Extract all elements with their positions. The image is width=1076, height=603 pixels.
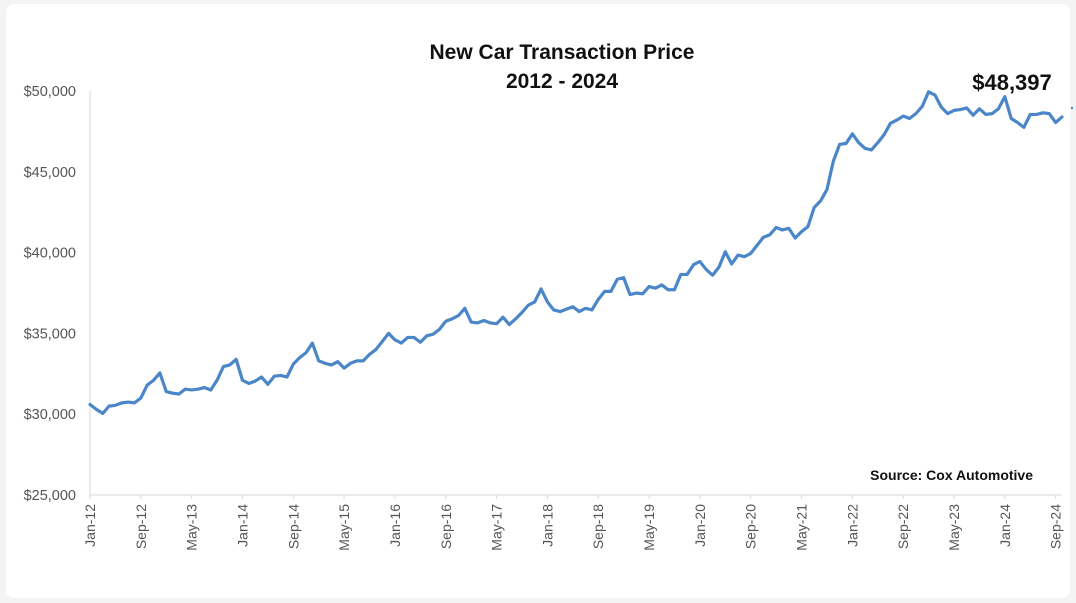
y-tick-label: $50,000 (24, 84, 76, 100)
x-tick-label: Sep-24 (1048, 504, 1064, 549)
series-line (88, 90, 1064, 415)
x-tick-label: Sep-20 (743, 504, 759, 549)
x-tick-label: Jan-16 (387, 504, 403, 547)
x-tick-label: Sep-14 (285, 504, 301, 549)
x-tick-label: Jan-20 (692, 504, 708, 547)
chart-title-line-1: New Car Transaction Price (430, 41, 695, 64)
end-point-marker (1070, 106, 1074, 110)
x-tick-label: Sep-16 (438, 504, 454, 549)
y-tick-label: $30,000 (24, 407, 76, 423)
x-tick-label: May-21 (794, 504, 810, 551)
y-tick-label: $25,000 (24, 488, 76, 504)
x-tick-label: May-13 (184, 504, 200, 551)
chart-title-line-2: 2012 - 2024 (506, 70, 618, 93)
y-tick-label: $35,000 (24, 326, 76, 342)
source-note: Source: Cox Automotive (870, 467, 1033, 483)
x-tick-label: Jan-22 (844, 504, 860, 547)
x-tick-label: Sep-18 (590, 504, 606, 549)
x-tick-label: Jan-14 (234, 504, 250, 547)
x-tick-label: Sep-22 (895, 504, 911, 549)
y-tick-label: $40,000 (24, 246, 76, 262)
last-value-callout: $48,397 (972, 70, 1052, 95)
x-tick-label: Jan-24 (997, 504, 1013, 547)
x-tick-label: Jan-12 (82, 504, 98, 547)
x-tick-label: Sep-12 (133, 504, 149, 549)
x-tick-label: May-23 (946, 504, 962, 551)
y-tick-labels: $25,000 $30,000 $35,000 $40,000 $45,000 $50,0… (24, 84, 76, 504)
x-tick-label: May-15 (336, 504, 352, 551)
x-tick-label: May-17 (489, 504, 505, 551)
chart-card (6, 4, 1070, 598)
x-tick-label: May-19 (641, 504, 657, 551)
x-tick-label: Jan-18 (539, 504, 555, 547)
x-tick-labels: Jan-12 Sep-12 May-13 Jan-14 Sep-14 May-15 Jan-… (82, 495, 1064, 551)
y-tick-label: $45,000 (24, 165, 76, 181)
